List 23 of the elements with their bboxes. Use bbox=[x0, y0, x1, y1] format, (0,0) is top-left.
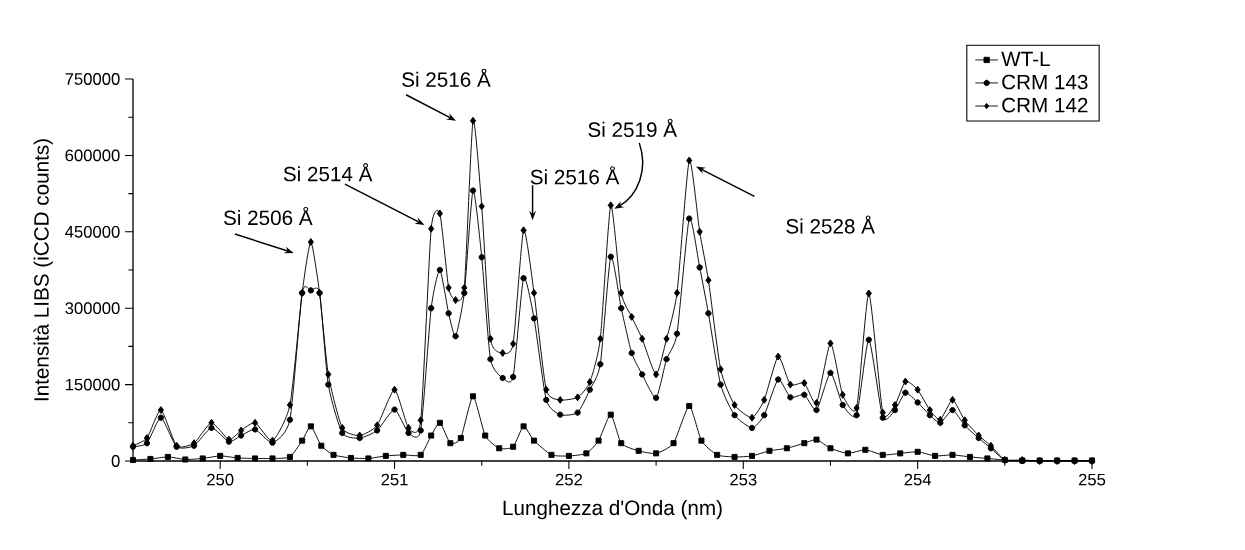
annotation: Si 2519 Å bbox=[588, 118, 677, 138]
x-tick-label: 255 bbox=[1078, 473, 1106, 486]
y-tick-label: 150000 bbox=[65, 378, 120, 391]
y-tick-label: 450000 bbox=[65, 225, 120, 238]
x-tick-label: 251 bbox=[381, 473, 408, 486]
y-tick-label: 300000 bbox=[65, 302, 120, 315]
y-axis-title: Intensità LIBS (iCCD counts) bbox=[33, 139, 53, 401]
annotation: Si 2514 Å bbox=[283, 163, 373, 182]
x-tick-label: 250 bbox=[207, 473, 234, 486]
annotation: Si 2506 Å bbox=[223, 206, 313, 226]
annotation: Si 2528 Å bbox=[786, 215, 875, 234]
annotation: Si 2516 Å bbox=[402, 68, 491, 87]
x-tick-label: 252 bbox=[555, 473, 582, 486]
legend-label: CRM 143 bbox=[1002, 74, 1088, 90]
legend-label: CRM 142 bbox=[1002, 97, 1088, 113]
y-tick-label: 750000 bbox=[65, 73, 120, 85]
annotation: Si 2516 Å bbox=[530, 166, 620, 185]
y-tick-label: 600000 bbox=[65, 149, 120, 162]
x-tick-label: 254 bbox=[904, 473, 932, 486]
x-tick-label: 253 bbox=[730, 473, 757, 486]
legend-label: WT-L bbox=[1001, 51, 1050, 67]
y-tick-label: 0 bbox=[111, 455, 120, 467]
x-axis-title: Lunghezza d'Onda (nm) bbox=[503, 500, 722, 520]
